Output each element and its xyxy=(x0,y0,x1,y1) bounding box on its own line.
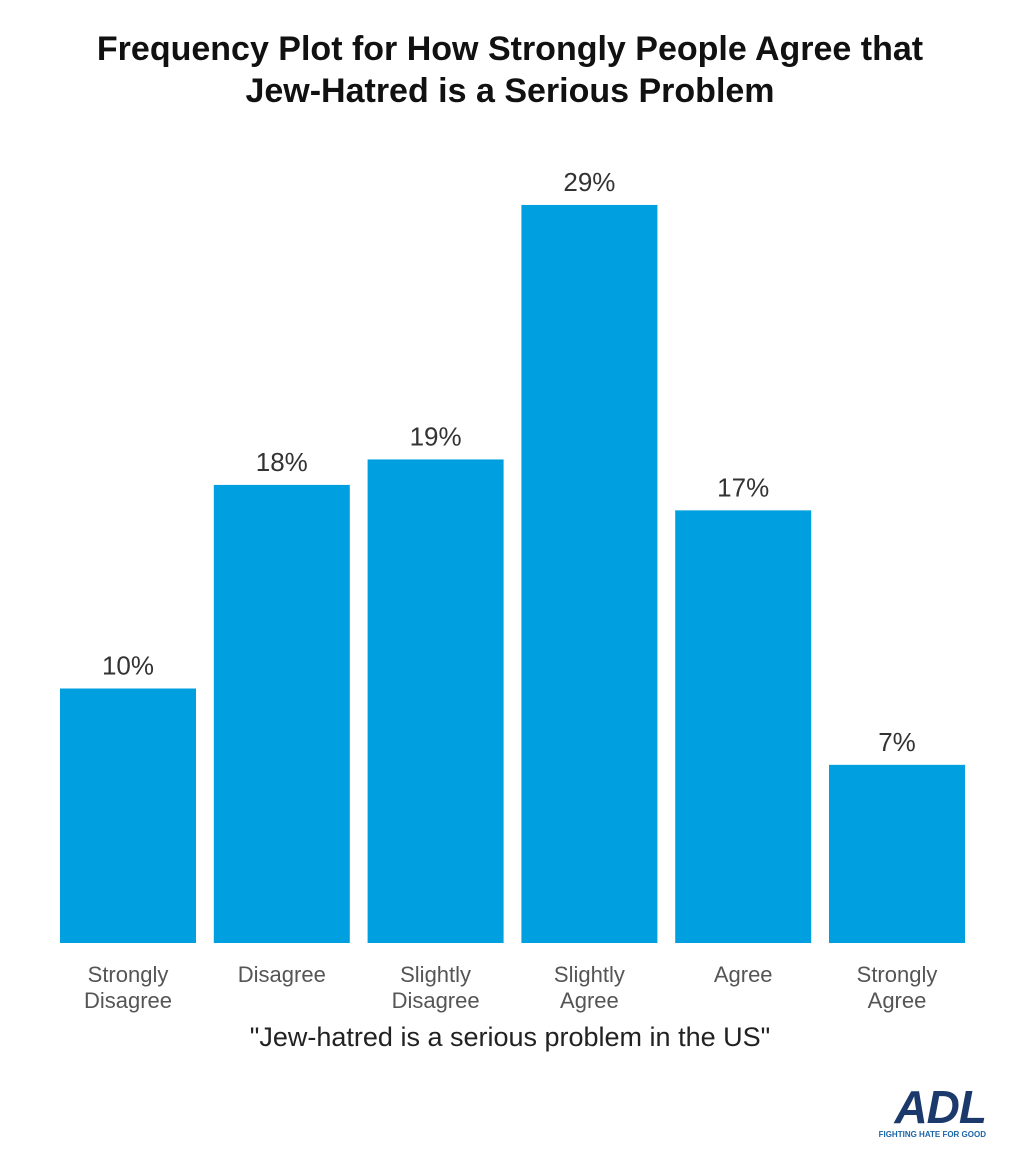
x-tick-label: Strongly Agree xyxy=(856,962,938,1013)
bar xyxy=(829,764,965,943)
x-tick-label: Slightly Disagree xyxy=(391,962,480,1013)
logo-name: ADL xyxy=(894,1081,987,1133)
value-label: 10% xyxy=(102,651,154,681)
value-label: 17% xyxy=(717,472,769,502)
value-label: 19% xyxy=(410,421,462,451)
bar xyxy=(675,510,812,943)
x-tick-label: Strongly Disagree xyxy=(83,962,173,1013)
x-tick-label: Slightly Agree xyxy=(553,962,625,1013)
x-axis-label: "Jew-hatred is a serious problem in the … xyxy=(249,1022,771,1052)
value-label: 29% xyxy=(563,167,615,197)
x-tick-label: Disagree xyxy=(237,962,326,987)
logo: ADL FIGHTING HATE FOR GOOD xyxy=(878,1081,987,1139)
bar xyxy=(60,688,196,943)
bar xyxy=(521,204,658,943)
chart-title: Frequency Plot for How Strongly People A… xyxy=(96,30,924,110)
value-label: 7% xyxy=(878,727,916,757)
value-label: 18% xyxy=(256,447,308,477)
logo-tagline: FIGHTING HATE FOR GOOD xyxy=(878,1130,986,1139)
x-tick-label: Agree xyxy=(713,962,773,987)
bar xyxy=(213,484,350,943)
bar xyxy=(367,459,504,943)
